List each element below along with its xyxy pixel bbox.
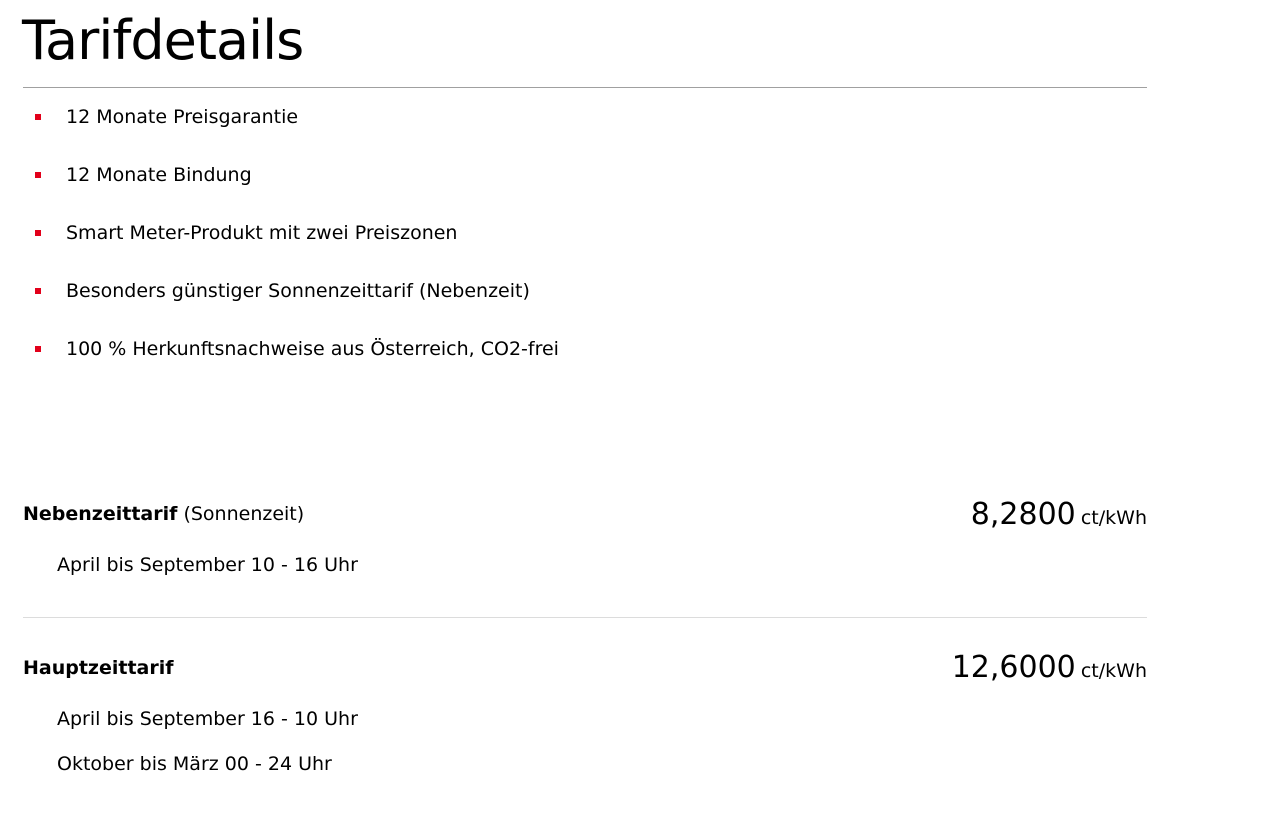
page-title: Tarifdetails [22, 9, 304, 72]
tariff-price: 8,2800 ct/kWh [970, 497, 1147, 532]
bullet-icon [35, 288, 41, 294]
tariff-price: 12,6000 ct/kWh [951, 650, 1147, 685]
tariff-time: April bis September 10 - 16 Uhr [57, 554, 358, 576]
feature-item: 100 % Herkunftsnachweise aus Österreich,… [23, 332, 559, 390]
title-divider [23, 87, 1147, 88]
tariff-hauptzeit: Hauptzeittarif 12,6000 ct/kWh April bis … [23, 650, 1147, 791]
tariff-divider [23, 617, 1147, 618]
bullet-icon [35, 114, 41, 120]
bullet-icon [35, 172, 41, 178]
feature-item: Smart Meter-Produkt mit zwei Preiszonen [23, 216, 559, 274]
feature-item: 12 Monate Bindung [23, 158, 559, 216]
feature-item: 12 Monate Preisgarantie [23, 100, 559, 158]
feature-item: Besonders günstiger Sonnenzeittarif (Neb… [23, 274, 559, 332]
bullet-icon [35, 230, 41, 236]
tariff-name: Hauptzeittarif [23, 657, 174, 679]
tariff-nebenzeit: Nebenzeittarif (Sonnenzeit) 8,2800 ct/kW… [23, 497, 1147, 597]
tariff-name: Nebenzeittarif (Sonnenzeit) [23, 503, 305, 525]
feature-list: 12 Monate Preisgarantie 12 Monate Bindun… [23, 100, 559, 390]
bullet-icon [35, 346, 41, 352]
tariff-time: April bis September 16 - 10 Uhr [57, 708, 358, 730]
tariff-time: Oktober bis März 00 - 24 Uhr [57, 753, 332, 775]
